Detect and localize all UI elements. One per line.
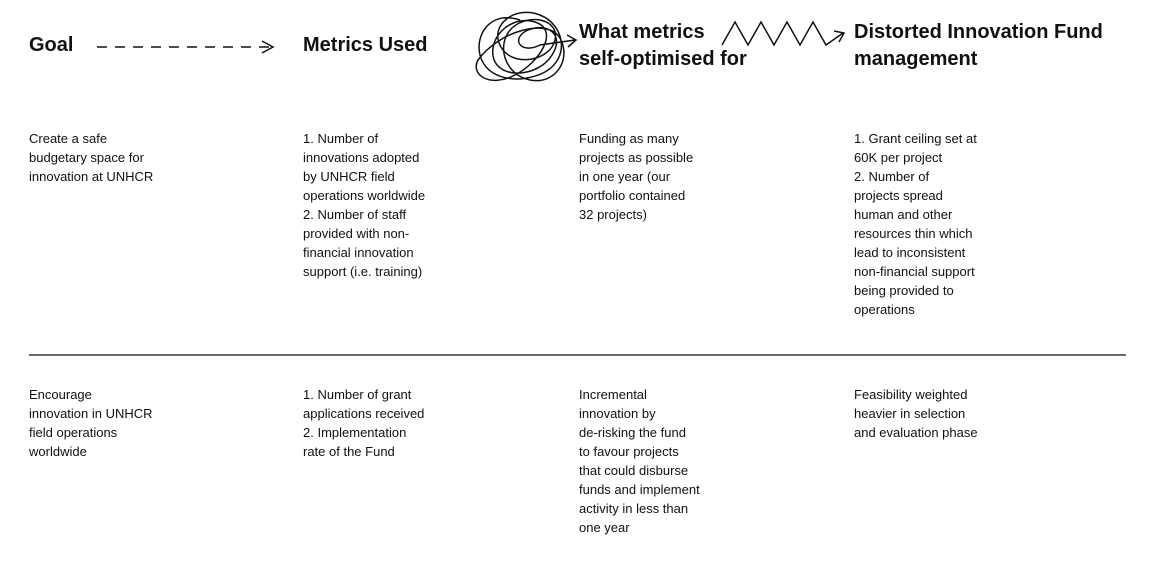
text-line: rate of the Fund [303, 444, 395, 459]
text-line: Goal [29, 34, 74, 56]
text-line: management [854, 48, 978, 70]
text-line: financial innovation [303, 245, 414, 260]
text-line: budgetary space for [29, 150, 144, 165]
text-line: activity in less than [579, 501, 689, 516]
text-line: operations [854, 302, 915, 317]
text-line: projects as possible [579, 150, 694, 165]
zigzag-arrow [721, 20, 844, 47]
cell: Encourage innovation in UNHCR field operat… [29, 385, 153, 461]
text-line: operations worldwide [303, 188, 426, 203]
text-line: heavier in selection [854, 406, 966, 421]
text-line: portfolio contained [579, 188, 686, 203]
text-line: to favour projects [579, 444, 679, 459]
text-line: 32 projects) [579, 207, 647, 222]
text-line: field operations [29, 425, 118, 440]
cell: Incremental innovation by de-risking the f… [579, 385, 700, 537]
column-header: Goal [29, 32, 73, 59]
text-line: human and other [854, 207, 953, 222]
text-line: non-financial support [854, 264, 975, 279]
text-line: Incremental [579, 387, 647, 402]
text-line: that could disburse [579, 463, 689, 478]
cell: 1. Grant ceiling set at 60K per project 2.… [854, 129, 977, 319]
text-line: 2. Implementation [303, 425, 407, 440]
text-line: Encourage [29, 387, 92, 402]
text-line: 2. Number of [854, 169, 930, 184]
text-line: self-optimised for [579, 48, 747, 70]
text-line: funds and implement [579, 482, 700, 497]
cell: Funding as many projects as possible in on… [579, 129, 693, 224]
text-line: applications received [303, 406, 425, 421]
column-header: Metrics Used [303, 32, 428, 59]
arrow-head [261, 40, 275, 54]
cell: Create a safe budgetary space for innovati… [29, 129, 153, 186]
cell: Feasibility weighted heavier in selection… [854, 385, 978, 442]
text-line: lead to inconsistent [854, 245, 966, 260]
text-line: projects spread [854, 188, 943, 203]
text-line: What metrics [579, 21, 705, 43]
text-line: Feasibility weighted [854, 387, 968, 402]
text-line: by UNHCR field [303, 169, 395, 184]
text-line: innovation in UNHCR [29, 406, 153, 421]
text-line: in one year (our [579, 169, 671, 184]
scribble [475, 11, 576, 82]
column-header: What metrics self-optimised for [579, 19, 747, 73]
text-line: 1. Number of grant [303, 387, 412, 402]
text-line: 1. Number of [303, 131, 379, 146]
text-line: innovation by [579, 406, 656, 421]
column-header: Distorted Innovation Fund management [854, 19, 1103, 73]
arrow-head [566, 34, 578, 48]
text-line: Funding as many [579, 131, 679, 146]
text-line: worldwide [29, 444, 87, 459]
text-line: Distorted Innovation Fund [854, 21, 1103, 43]
text-line: innovations adopted [303, 150, 420, 165]
cell: 1. Number of grant applications received 2… [303, 385, 424, 461]
text-line: 1. Grant ceiling set at [854, 131, 977, 146]
text-line: Create a safe [29, 131, 108, 146]
arrow-head [833, 30, 846, 43]
text-line: resources thin which [854, 226, 973, 241]
text-line: support (i.e. training) [303, 264, 423, 279]
text-line: innovation at UNHCR [29, 169, 154, 184]
text-line: provided with non- [303, 226, 410, 241]
cell: 1. Number of innovations adopted by UNHCR … [303, 129, 425, 281]
text-line: and evaluation phase [854, 425, 978, 440]
text-line: one year [579, 520, 630, 535]
text-line: 60K per project [854, 150, 943, 165]
text-line: de-risking the fund [579, 425, 686, 440]
text-line: 2. Number of staff [303, 207, 407, 222]
text-line: Metrics Used [303, 34, 428, 56]
text-line: being provided to [854, 283, 954, 298]
